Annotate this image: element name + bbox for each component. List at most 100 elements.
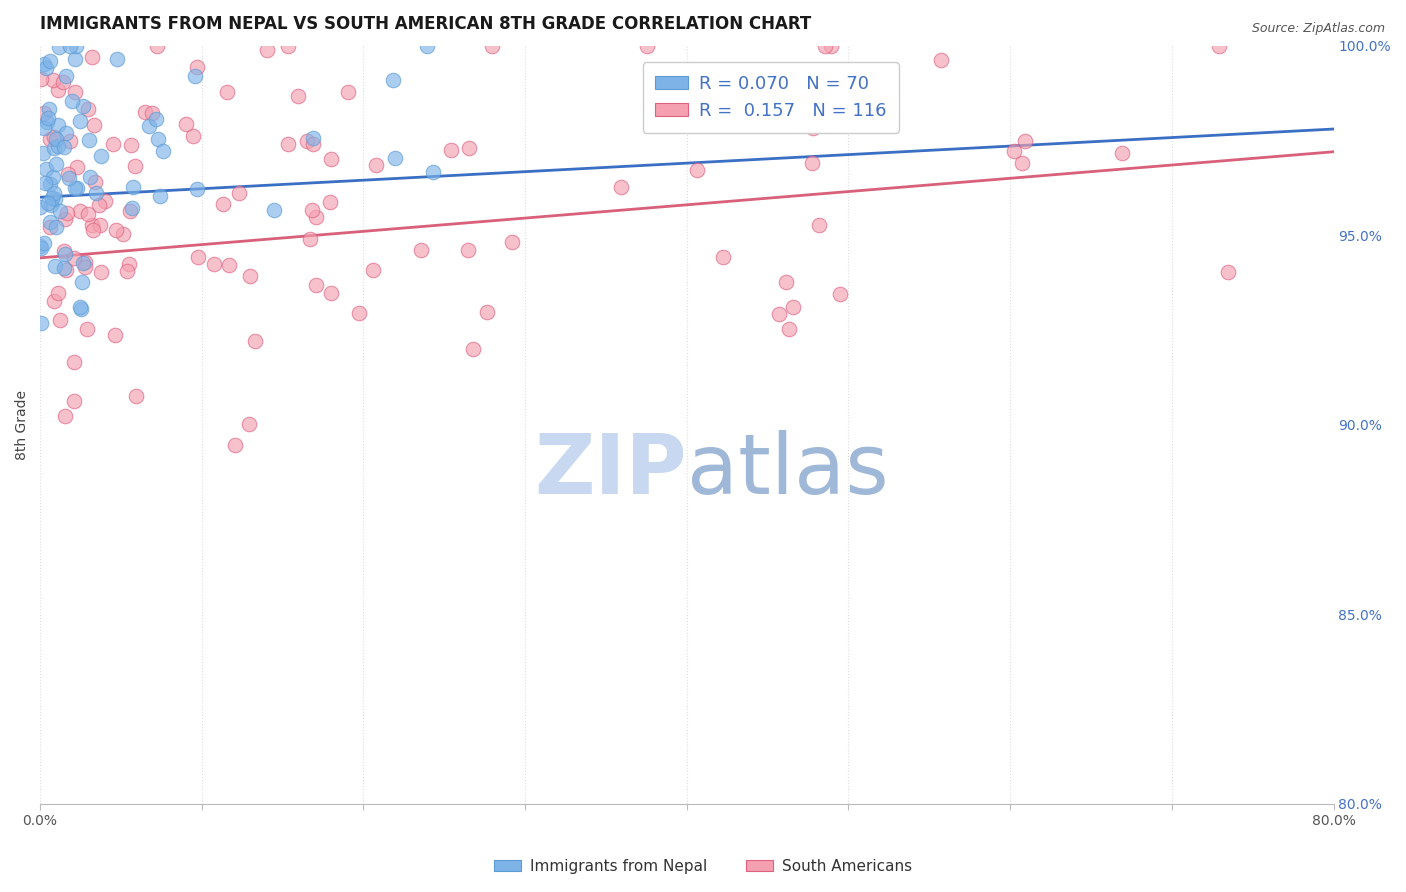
Point — [48, 139, 70, 153]
Point — [53, 244, 76, 258]
Point — [35, 162, 58, 177]
Point — [59, 134, 82, 148]
Point — [686, 162, 709, 177]
Point — [104, 222, 127, 236]
Text: ZIP: ZIP — [534, 430, 686, 510]
Text: IMMIGRANTS FROM NEPAL VS SOUTH AMERICAN 8TH GRADE CORRELATION CHART: IMMIGRANTS FROM NEPAL VS SOUTH AMERICAN … — [41, 15, 811, 33]
Point — [384, 151, 406, 165]
Text: Source: ZipAtlas.com: Source: ZipAtlas.com — [1251, 22, 1385, 36]
Point — [83, 175, 105, 189]
Point — [65, 53, 87, 67]
Point — [69, 203, 91, 218]
Point — [49, 313, 72, 327]
Point — [39, 178, 62, 192]
Point — [184, 70, 207, 84]
Y-axis label: 8th Grade: 8th Grade — [15, 390, 30, 459]
Point — [711, 250, 734, 264]
Point — [94, 194, 117, 208]
Point — [35, 114, 58, 128]
Point — [814, 38, 837, 53]
Point — [411, 243, 433, 257]
Point — [45, 220, 67, 235]
Point — [39, 132, 62, 146]
Point — [46, 83, 69, 97]
Point — [779, 106, 801, 120]
Point — [55, 212, 77, 227]
Point — [337, 85, 360, 99]
Point — [801, 121, 824, 136]
Point — [63, 393, 86, 408]
Point — [481, 38, 503, 53]
Point — [38, 219, 60, 234]
Point — [62, 94, 84, 108]
Point — [174, 116, 197, 130]
Point — [186, 60, 208, 74]
Point — [301, 202, 323, 217]
Point — [37, 111, 59, 125]
Point — [82, 222, 104, 236]
Point — [305, 278, 328, 293]
Point — [41, 197, 63, 211]
Point — [70, 275, 93, 289]
Point — [37, 196, 59, 211]
Point — [440, 143, 463, 157]
Point — [361, 262, 384, 277]
Point — [347, 306, 370, 320]
Point — [42, 72, 65, 87]
Point — [42, 170, 65, 185]
Point — [1011, 156, 1033, 170]
Point — [30, 72, 52, 87]
Point — [321, 286, 343, 301]
Point — [299, 232, 322, 246]
Point — [55, 70, 77, 84]
Point — [58, 171, 80, 186]
Point — [55, 262, 77, 277]
Point — [835, 109, 858, 123]
Point — [277, 38, 299, 53]
Point — [48, 39, 70, 54]
Point — [39, 54, 62, 68]
Point — [58, 167, 80, 181]
Point — [181, 128, 204, 143]
Point — [1216, 265, 1239, 279]
Point — [187, 250, 209, 264]
Point — [263, 202, 285, 217]
Point — [42, 294, 65, 309]
Point — [1111, 145, 1133, 160]
Point — [105, 53, 128, 67]
Point — [243, 334, 266, 348]
Point — [830, 116, 852, 130]
Point — [46, 286, 69, 301]
Point — [30, 241, 52, 255]
Point — [42, 141, 65, 155]
Point — [305, 210, 328, 224]
Point — [44, 259, 66, 273]
Point — [125, 389, 148, 403]
Point — [90, 149, 112, 163]
Point — [84, 186, 107, 201]
Point — [463, 342, 485, 356]
Point — [319, 194, 342, 209]
Point — [82, 219, 104, 233]
Point — [30, 316, 52, 330]
Point — [457, 244, 479, 258]
Point — [287, 88, 309, 103]
Point — [45, 157, 67, 171]
Point — [815, 81, 838, 95]
Legend: R = 0.070   N = 70, R =  0.157   N = 116: R = 0.070 N = 70, R = 0.157 N = 116 — [643, 62, 898, 133]
Point — [782, 300, 804, 314]
Point — [186, 182, 208, 196]
Point — [35, 62, 58, 76]
Point — [34, 177, 56, 191]
Point — [80, 50, 103, 64]
Point — [70, 302, 93, 317]
Point — [124, 159, 146, 173]
Point — [321, 153, 343, 167]
Point — [1002, 144, 1025, 158]
Point — [53, 261, 76, 276]
Point — [820, 38, 842, 53]
Point — [120, 203, 142, 218]
Point — [53, 409, 76, 423]
Point — [152, 144, 174, 158]
Point — [768, 308, 790, 322]
